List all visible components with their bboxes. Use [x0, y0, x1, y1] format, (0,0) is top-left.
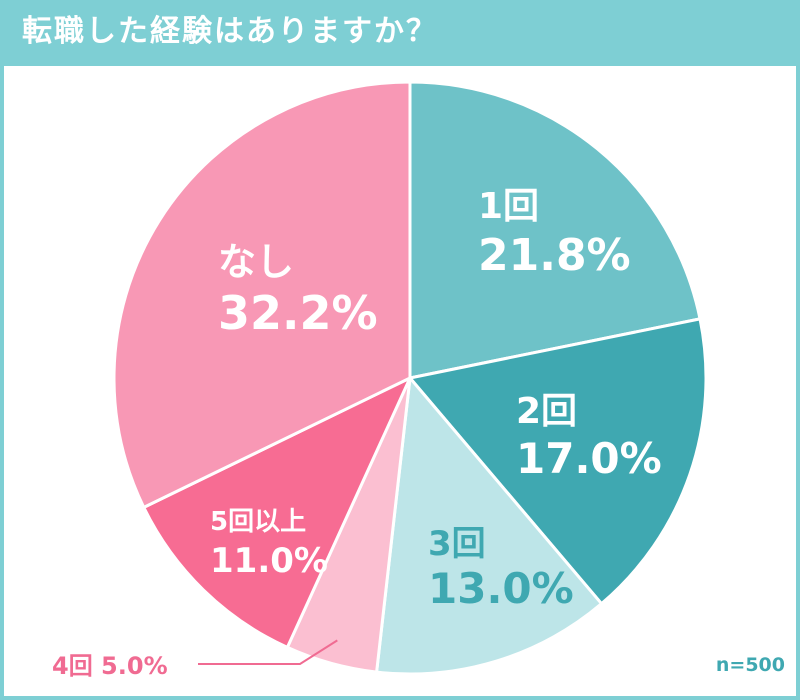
sample-size-note: n=500	[716, 654, 785, 676]
pie-slice-5	[142, 376, 412, 649]
chart-title: 転職した経験はありますか？	[22, 14, 438, 49]
pie-slices	[112, 80, 708, 676]
title-bar: 転職した経験はありますか？	[0, 0, 800, 66]
slice-category-label-5: 5回以上	[210, 507, 306, 537]
slice-value-label-1: 21.8%	[478, 230, 631, 281]
pie-slice-3	[375, 376, 604, 676]
slice-value-label-5: 11.0%	[210, 541, 328, 581]
slice-value-label-2: 17.0%	[516, 434, 662, 483]
slice-value-label-3: 13.0%	[428, 564, 574, 613]
pie-slice-1	[408, 80, 702, 380]
slice-value-label-6: 32.2%	[218, 286, 378, 340]
slice-category-label-6: なし	[218, 240, 294, 284]
leader-line-slice-4	[198, 639, 338, 665]
pie-slice-2	[408, 317, 708, 606]
slice-category-label-3: 3回	[428, 524, 486, 564]
slice-label-4: 4回 5.0%	[52, 652, 168, 680]
slice-category-label-2: 2回	[516, 391, 577, 432]
pie-slice-6	[112, 80, 412, 509]
slice-category-label-1: 1回	[478, 186, 539, 227]
